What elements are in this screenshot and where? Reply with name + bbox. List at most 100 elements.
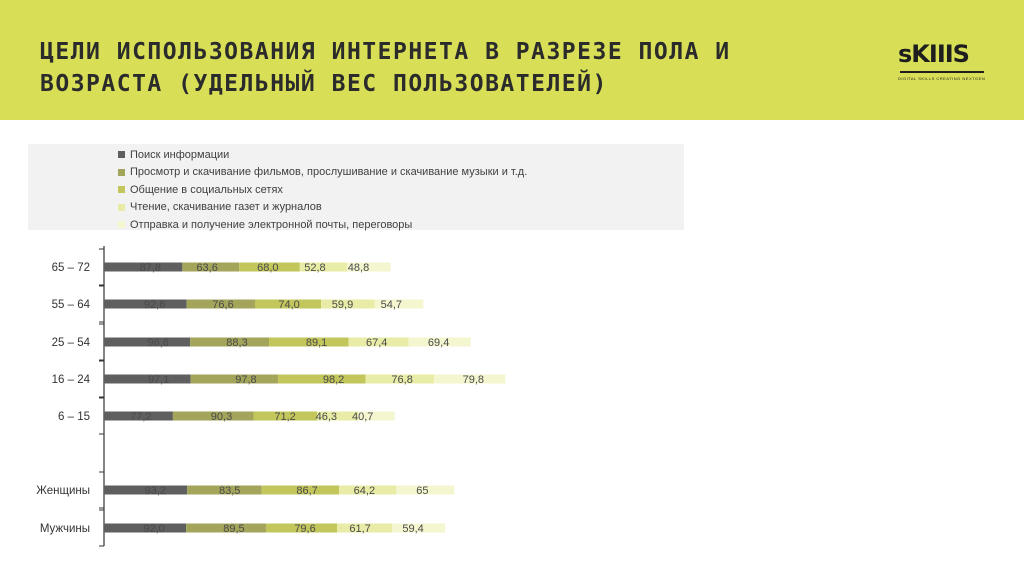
bar-segment (186, 523, 266, 533)
bar-segment (408, 337, 471, 347)
legend-label: Отправка и получение электронной почты, … (130, 218, 413, 231)
data-label: 61,7 (349, 523, 370, 535)
data-label: 77,2 (130, 411, 151, 423)
bar-segment (348, 337, 409, 347)
data-label: 96,6 (148, 337, 169, 349)
bar-segment (269, 337, 349, 347)
category-label: Женщины (36, 485, 90, 497)
bar-segment (337, 523, 393, 533)
bar-segment (186, 299, 256, 309)
data-label: 59,9 (332, 299, 353, 311)
data-label: 46,3 (316, 411, 337, 423)
legend-swatch (118, 151, 125, 158)
title-line-2: ВОЗРАСТА (УДЕЛЬНЫЙ ВЕС ПОЛЬЗОВАТЕЛЕЙ) (40, 71, 608, 97)
data-label: 69,4 (428, 337, 449, 349)
header-band: ЦЕЛИ ИСПОЛЬЗОВАНИЯ ИНТЕРНЕТА В РАЗРЕЗЕ П… (0, 0, 1024, 120)
chart-legend: Поиск информации Просмотр и скачивание фи… (28, 144, 684, 233)
category-label: 65 – 72 (52, 262, 90, 274)
data-label: 89,1 (306, 337, 327, 349)
data-label: 90,3 (211, 411, 232, 423)
data-label: 98,2 (323, 374, 344, 386)
data-label: 97,1 (148, 374, 169, 386)
legend-item: Общение в социальных сетях (118, 181, 283, 198)
data-label: 76,8 (391, 374, 412, 386)
legend-item: Чтение, скачивание газет и журналов (118, 199, 322, 216)
bar-segment (172, 411, 254, 421)
data-label: 79,8 (463, 374, 484, 386)
bar-segment (253, 411, 318, 421)
category-label: 6 – 15 (58, 411, 90, 423)
data-label: 92,0 (143, 523, 164, 535)
legend-swatch (118, 168, 125, 176)
data-label: 74,0 (278, 299, 299, 311)
bar-segment (104, 262, 183, 272)
bar-segment (104, 337, 191, 347)
bar-segment (104, 374, 191, 384)
legend-label: Поиск информации (130, 148, 230, 161)
bar-segment (190, 374, 278, 384)
legend-label: Просмотр и скачивание фильмов, прослушив… (130, 166, 528, 178)
data-label: 83,5 (219, 485, 240, 497)
skills-logo: sKIIIS DIGITAL SKILLS CREATING NEXTGEN (898, 40, 988, 86)
data-label: 63,6 (196, 262, 217, 274)
data-label: 40,7 (352, 411, 373, 423)
bar-segment (182, 262, 240, 272)
bar-segment (239, 262, 300, 272)
category-label: 55 – 64 (52, 299, 91, 311)
bar-segment (261, 485, 340, 495)
legend-label: Общение в социальных сетях (130, 183, 283, 196)
data-label: 79,6 (294, 523, 315, 535)
data-label: 88,3 (226, 337, 247, 349)
bar-segment (104, 523, 187, 533)
legend-swatch (118, 186, 125, 193)
data-label: 89,5 (223, 523, 244, 535)
logo-tagline: DIGITAL SKILLS CREATING NEXTGEN (898, 76, 986, 81)
legend-item: Просмотр и скачивание фильмов, прослушив… (118, 164, 527, 181)
data-label: 68,0 (257, 262, 278, 274)
bar-segment (339, 485, 397, 495)
logo-rule (900, 71, 984, 73)
bar-segment (374, 299, 424, 309)
data-label: 64,2 (354, 485, 375, 497)
legend-swatch (118, 203, 125, 211)
bar-segment (346, 262, 391, 272)
data-label: 87,8 (140, 262, 161, 274)
data-label: 76,6 (212, 299, 233, 311)
bar-segment (434, 374, 506, 384)
title-line-1: ЦЕЛИ ИСПОЛЬЗОВАНИЯ ИНТЕРНЕТА В РАЗРЕЗЕ П… (40, 39, 731, 65)
data-label: 97,8 (235, 374, 256, 386)
bar-segment (317, 411, 359, 421)
legend-item: Отправка и получение электронной почты, … (118, 216, 412, 233)
legend-label: Чтение, скачивание газет и журналов (130, 201, 322, 213)
data-label: 48,8 (348, 262, 369, 274)
category-label: 25 – 54 (52, 337, 91, 349)
data-label: 71,2 (274, 411, 295, 423)
bar-segment (396, 485, 455, 495)
data-label: 54,7 (381, 299, 402, 311)
bar-segment (277, 374, 366, 384)
category-label: 16 – 24 (52, 374, 91, 386)
bar-segment (104, 411, 173, 421)
data-label: 59,4 (402, 523, 423, 535)
bar-segment (365, 374, 435, 384)
data-label: 65 (416, 485, 428, 497)
legend-item: Поиск информации (118, 146, 229, 163)
data-label: 67,4 (366, 337, 387, 349)
data-label: 52,8 (304, 262, 325, 274)
bar-segment (265, 523, 338, 533)
data-label: 93,2 (144, 485, 165, 497)
bar-segment (104, 485, 188, 495)
bar-segment (190, 337, 270, 347)
bar-segment (187, 485, 262, 495)
bar-segment (321, 299, 375, 309)
logo-wordmark: sKIIIS (898, 40, 970, 68)
bar-segment (299, 262, 347, 272)
bar-segment (358, 411, 395, 421)
legend-swatch (118, 221, 125, 228)
page-title: ЦЕЛИ ИСПОЛЬЗОВАНИЯ ИНТЕРНЕТА В РАЗРЕЗЕ П… (40, 36, 820, 100)
bar-segment (104, 299, 187, 309)
bar-segment (392, 523, 446, 533)
data-label: 86,7 (296, 485, 317, 497)
bar-segment (255, 299, 322, 309)
